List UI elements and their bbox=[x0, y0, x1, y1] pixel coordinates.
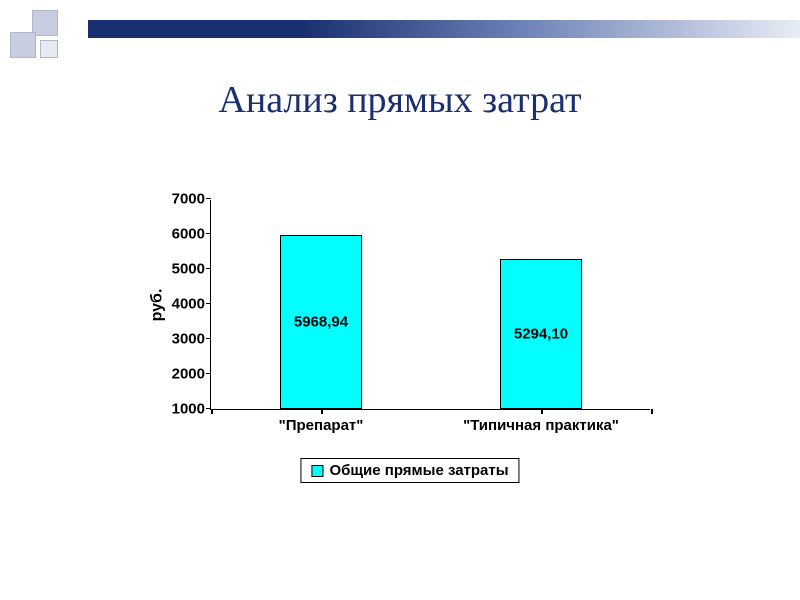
bar: 5294,10 bbox=[500, 259, 581, 409]
y-axis-label: руб. bbox=[148, 288, 166, 321]
x-tick-mark bbox=[651, 409, 653, 414]
y-tick-mark bbox=[206, 373, 211, 375]
y-tick-label: 2000 bbox=[172, 366, 205, 383]
y-tick-mark bbox=[206, 198, 211, 200]
y-tick-mark bbox=[206, 338, 211, 340]
page-title: Анализ прямых затрат bbox=[0, 78, 800, 122]
decor-square bbox=[10, 32, 36, 58]
decor-square bbox=[40, 40, 58, 58]
corner-decoration bbox=[10, 10, 80, 80]
bar-chart: руб. 1000 2000 3000 4000 5000 6000 7000 5968,94… bbox=[140, 190, 680, 490]
plot-area: руб. 10002000300040005000600070005968,94… bbox=[210, 200, 650, 410]
bar-value-label: 5968,94 bbox=[294, 314, 348, 331]
y-tick-label: 5000 bbox=[172, 261, 205, 278]
header-gradient-bar bbox=[88, 20, 800, 38]
y-tick-label: 1000 bbox=[172, 401, 205, 418]
legend-swatch bbox=[311, 465, 323, 477]
y-tick-label: 4000 bbox=[172, 296, 205, 313]
y-tick-label: 3000 bbox=[172, 331, 205, 348]
bar-value-label: 5294,10 bbox=[514, 325, 568, 342]
x-tick-mark bbox=[541, 409, 543, 414]
legend: Общие прямые затраты bbox=[300, 458, 519, 483]
x-tick-label: "Препарат" bbox=[279, 417, 364, 434]
legend-label: Общие прямые затраты bbox=[329, 462, 508, 479]
x-tick-mark bbox=[321, 409, 323, 414]
y-tick-mark bbox=[206, 303, 211, 305]
y-tick-mark bbox=[206, 268, 211, 270]
x-tick-mark bbox=[211, 409, 213, 414]
y-tick-label: 6000 bbox=[172, 226, 205, 243]
y-tick-mark bbox=[206, 233, 211, 235]
bar: 5968,94 bbox=[280, 235, 361, 409]
x-tick-label: "Типичная практика" bbox=[463, 417, 619, 434]
y-tick-label: 7000 bbox=[172, 191, 205, 208]
